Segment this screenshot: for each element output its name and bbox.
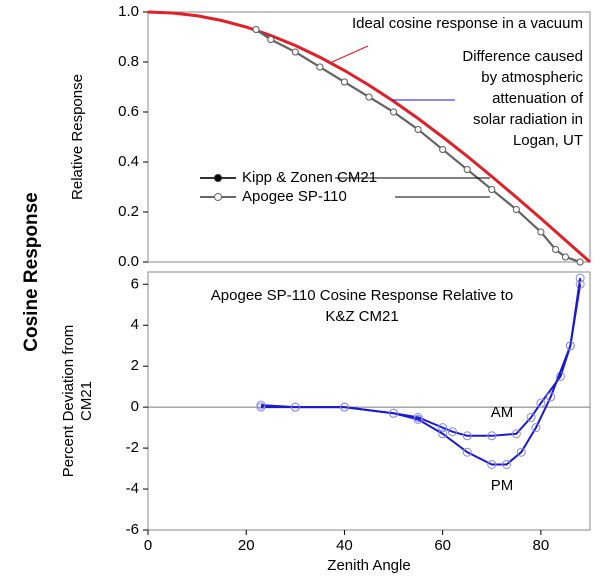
plot-frame <box>147 271 591 531</box>
y-axis-label: Relative Response <box>69 74 86 200</box>
y-axis-label: Percent Deviation from <box>60 325 77 478</box>
point <box>390 108 398 116</box>
panel-title: Apogee SP-110 Cosine Response Relative t… <box>211 287 513 304</box>
legend-label: Kipp & Zonen CM21 <box>242 169 377 186</box>
point <box>339 402 349 412</box>
panel-title: K&Z CM21 <box>325 308 398 325</box>
point <box>267 36 275 43</box>
point <box>414 126 422 133</box>
point <box>340 78 348 86</box>
point <box>462 431 472 441</box>
annotation-arrow <box>331 45 369 63</box>
x-tick-label: 0 <box>144 537 152 554</box>
point <box>389 408 399 418</box>
point <box>252 26 260 33</box>
point <box>511 429 521 439</box>
point <box>256 400 266 410</box>
annotation: by atmospheric <box>481 69 583 86</box>
point <box>576 258 584 266</box>
annotation: Difference caused <box>462 48 583 65</box>
point <box>565 341 575 351</box>
y-tick-label: 0.4 <box>118 153 139 170</box>
point <box>531 423 541 433</box>
point <box>502 459 512 469</box>
annotation: attenuation of <box>492 90 584 107</box>
x-tick-label: 40 <box>336 537 353 554</box>
point <box>463 166 471 173</box>
annotation: solar radiation in <box>473 111 583 128</box>
point <box>516 447 526 457</box>
y-tick-label: 6 <box>131 275 139 292</box>
plot-frame <box>147 11 591 263</box>
point <box>536 398 546 408</box>
point <box>413 414 423 424</box>
point <box>552 246 560 253</box>
series-label: AM <box>491 404 514 421</box>
point <box>462 447 472 457</box>
series-label: PM <box>491 477 514 494</box>
point <box>365 93 373 101</box>
figure-title: Cosine Response <box>21 192 42 351</box>
series-line <box>255 28 581 263</box>
point <box>439 146 447 153</box>
y-tick-label: 0.6 <box>118 103 139 120</box>
point <box>546 392 556 402</box>
y-tick-label: 0.0 <box>118 253 139 270</box>
point <box>561 253 569 261</box>
y-tick-label: 0.8 <box>118 53 139 70</box>
legend-marker <box>214 193 222 201</box>
point <box>438 423 448 433</box>
y-tick-label: -4 <box>126 480 139 497</box>
point <box>488 186 496 193</box>
point <box>537 228 545 236</box>
y-tick-label: -2 <box>126 439 139 456</box>
y-tick-label: 2 <box>131 357 139 374</box>
point <box>438 429 448 439</box>
point <box>290 402 300 412</box>
annotation: Ideal cosine response in a vacuum <box>352 15 583 32</box>
point <box>447 427 457 437</box>
x-tick-label: 20 <box>238 537 255 554</box>
series-line <box>147 10 591 264</box>
point <box>575 273 585 283</box>
legend-label: Apogee SP-110 <box>242 188 347 205</box>
point <box>526 412 536 422</box>
annotation: Logan, UT <box>513 132 583 149</box>
point <box>291 48 299 56</box>
point <box>487 431 497 441</box>
x-tick-label: 60 <box>434 537 451 554</box>
y-tick-label: 1.0 <box>118 3 139 20</box>
legend-marker <box>214 174 222 182</box>
point <box>512 206 520 213</box>
y-tick-label: -6 <box>126 521 139 538</box>
y-axis-label: CM21 <box>78 381 95 421</box>
y-tick-label: 4 <box>131 316 139 333</box>
x-tick-label: 80 <box>533 537 550 554</box>
y-tick-label: 0.2 <box>118 203 139 220</box>
point <box>316 63 324 71</box>
series-line <box>260 277 582 466</box>
y-tick-label: 0 <box>131 398 139 415</box>
point <box>487 459 497 469</box>
x-axis-label: Zenith Angle <box>327 557 410 574</box>
